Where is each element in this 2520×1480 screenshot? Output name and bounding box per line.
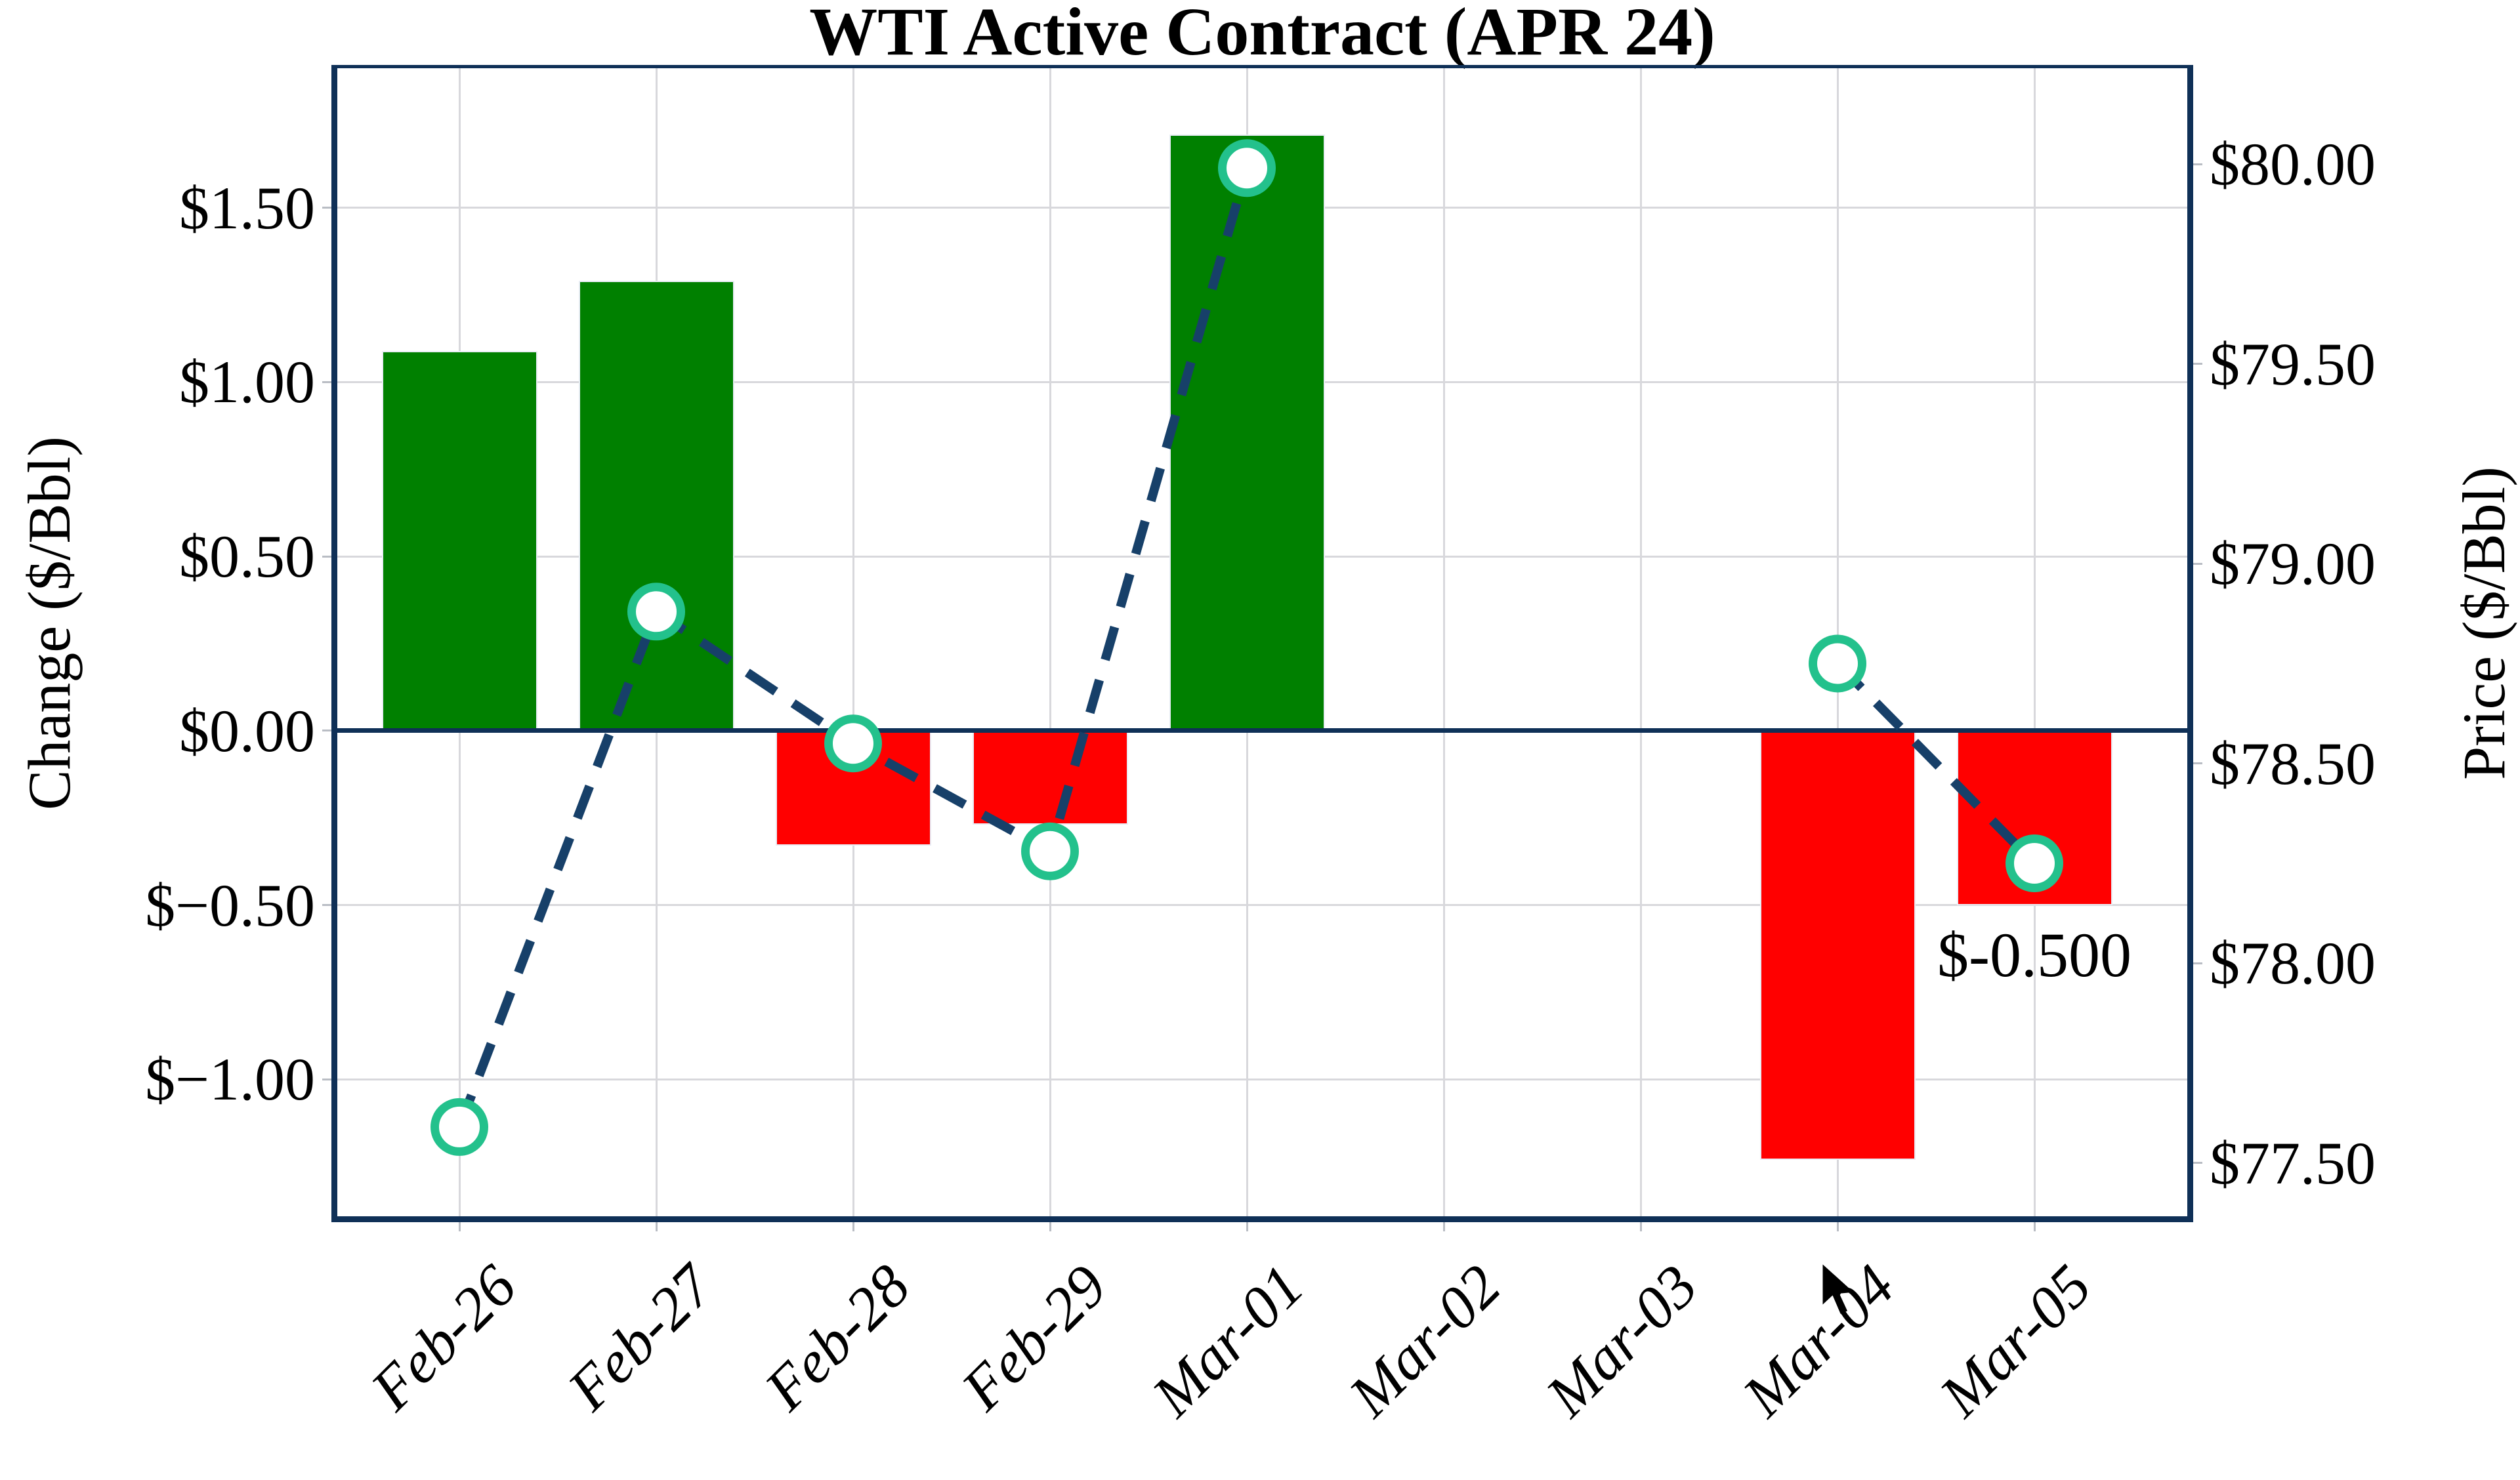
x-tick-mark: [1639, 1222, 1642, 1231]
bar-mar-01: [1169, 134, 1325, 731]
x-tick-mark: [2033, 1222, 2036, 1231]
y-tick-label-left: $0.50: [179, 523, 315, 590]
gridline-horizontal: [335, 1078, 2190, 1080]
x-tick-mark: [1836, 1222, 1839, 1231]
y-tick-mark-right: [2193, 1162, 2202, 1164]
bar-feb-26: [381, 350, 537, 731]
y-tick-mark-left: [322, 1078, 331, 1080]
right-spine: [2187, 65, 2193, 1222]
y-tick-mark-right: [2193, 762, 2202, 765]
x-tick-mark: [655, 1222, 658, 1231]
bar-feb-29: [972, 730, 1128, 825]
y-tick-label-right: $79.50: [2210, 330, 2376, 398]
y-tick-label-left: $1.00: [179, 348, 315, 416]
price-marker-mar-04: [1809, 634, 1866, 693]
price-line: [1834, 660, 2038, 867]
gridline-horizontal: [335, 904, 2190, 907]
zero-line: [335, 728, 2190, 733]
price-marker-mar-01: [1218, 139, 1276, 197]
left-spine: [331, 65, 337, 1222]
mouse-cursor-icon: [1820, 1261, 1858, 1317]
y-tick-label-left: $−1.00: [145, 1046, 315, 1113]
y-tick-label-right: $78.00: [2210, 930, 2376, 997]
x-tick-mark: [852, 1222, 854, 1231]
y-tick-mark-left: [322, 730, 331, 732]
gridline-vertical: [1639, 68, 1642, 1219]
bar-feb-28: [775, 730, 931, 846]
y-tick-label-left: $−0.50: [145, 871, 315, 939]
bar-feb-27: [578, 281, 734, 731]
bar-mar-04: [1759, 730, 1916, 1160]
y-tick-label-right: $80.00: [2210, 131, 2376, 198]
gridline-vertical: [1049, 68, 1051, 1219]
price-marker-feb-27: [627, 583, 685, 641]
x-tick-mark: [1049, 1222, 1051, 1231]
y-tick-mark-right: [2193, 163, 2202, 165]
x-tick-mark: [1246, 1222, 1248, 1231]
y-tick-mark-left: [322, 207, 331, 209]
y-tick-mark-left: [322, 555, 331, 558]
y-tick-label-left: $1.50: [179, 174, 315, 241]
price-marker-feb-28: [824, 714, 882, 773]
chart-title: WTI Active Contract (APR 24): [809, 0, 1715, 70]
x-tick-mark: [458, 1222, 461, 1231]
bottom-spine: [331, 1216, 2193, 1222]
price-line: [455, 167, 1251, 1129]
y-tick-mark-left: [322, 904, 331, 907]
y-tick-mark-left: [322, 380, 331, 383]
y-tick-label-left: $0.00: [179, 697, 315, 764]
y-tick-mark-right: [2193, 562, 2202, 565]
y-tick-mark-right: [2193, 363, 2202, 365]
gridline-vertical: [852, 68, 854, 1219]
gridline-vertical: [1442, 68, 1445, 1219]
y-tick-label-right: $79.00: [2210, 530, 2376, 598]
y-tick-mark-right: [2193, 962, 2202, 964]
gridline-vertical: [2033, 68, 2036, 1219]
price-marker-feb-26: [430, 1098, 488, 1156]
y-tick-label-right: $78.50: [2210, 730, 2376, 797]
y-tick-label-right: $77.50: [2210, 1129, 2376, 1197]
top-spine: [331, 65, 2193, 68]
price-marker-feb-29: [1021, 822, 1079, 880]
x-tick-mark: [1442, 1222, 1445, 1231]
price-marker-mar-05: [2006, 834, 2063, 892]
